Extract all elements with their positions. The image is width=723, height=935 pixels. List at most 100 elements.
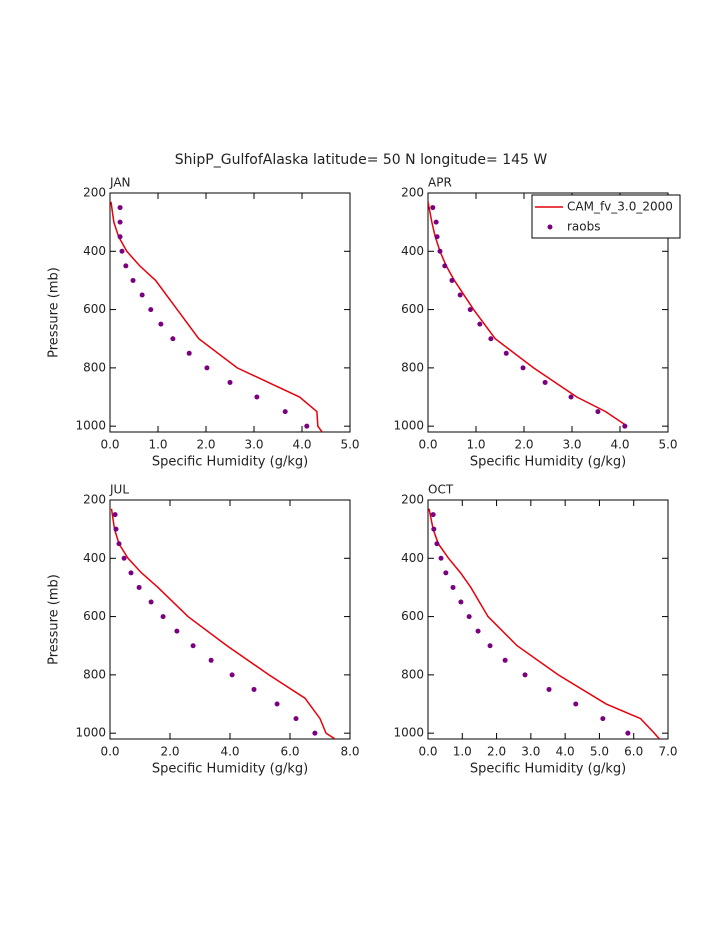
obs-point bbox=[227, 379, 233, 385]
x-tick-label: 3.0 bbox=[562, 438, 581, 452]
x-tick-label: 1.0 bbox=[453, 745, 472, 759]
obs-point bbox=[443, 570, 449, 576]
obs-point bbox=[433, 219, 439, 225]
obs-point bbox=[520, 365, 526, 371]
obs-point bbox=[573, 701, 579, 707]
x-tick-label: 4.0 bbox=[556, 745, 575, 759]
x-tick-label: 1.0 bbox=[466, 438, 485, 452]
obs-point bbox=[546, 686, 552, 692]
obs-point bbox=[600, 716, 606, 722]
obs-point bbox=[148, 599, 154, 605]
obs-point bbox=[449, 277, 455, 283]
obs-point bbox=[522, 672, 528, 678]
x-tick-label: 5.0 bbox=[658, 438, 677, 452]
y-tick-label: 600 bbox=[401, 609, 424, 623]
obs-point bbox=[488, 336, 494, 342]
obs-point bbox=[304, 423, 310, 429]
obs-point bbox=[186, 350, 192, 356]
y-tick-label: 600 bbox=[83, 609, 106, 623]
obs-point bbox=[430, 205, 436, 211]
y-tick-label: 200 bbox=[83, 493, 106, 507]
y-tick-label: 1000 bbox=[75, 726, 106, 740]
y-tick-label: 400 bbox=[401, 244, 424, 258]
y-tick-label: 400 bbox=[401, 551, 424, 565]
y-tick-label: 200 bbox=[401, 186, 424, 200]
obs-point bbox=[431, 526, 437, 532]
obs-point bbox=[477, 321, 483, 327]
y-tick-label: 600 bbox=[401, 302, 424, 316]
x-tick-label: 0.0 bbox=[418, 438, 437, 452]
obs-point bbox=[457, 292, 463, 298]
obs-point bbox=[254, 394, 260, 400]
obs-point bbox=[595, 409, 601, 415]
x-tick-label: 7.0 bbox=[658, 745, 677, 759]
plot-frame bbox=[427, 499, 669, 740]
obs-point bbox=[130, 277, 136, 283]
obs-point bbox=[625, 730, 631, 736]
y-tick-label: 1000 bbox=[393, 419, 424, 433]
panel: OCT 200 400 600 800 1000 0.0 1.0 2.0 3.0 4.0 5.0 6.0… bbox=[393, 483, 677, 777]
model-line bbox=[428, 201, 628, 427]
model-line bbox=[110, 201, 323, 432]
obs-point bbox=[312, 730, 318, 736]
obs-point bbox=[502, 657, 508, 663]
panel-label: OCT bbox=[428, 483, 454, 497]
obs-point bbox=[204, 365, 210, 371]
y-tick-label: 400 bbox=[83, 551, 106, 565]
y-tick-label: 800 bbox=[401, 667, 424, 681]
x-axis-title: Specific Humidity (g/kg) bbox=[470, 762, 626, 777]
plot-area bbox=[428, 201, 628, 429]
legend-box bbox=[531, 194, 681, 239]
y-axis-title: Pressure (mb) bbox=[47, 574, 62, 665]
x-tick-label: 2.0 bbox=[196, 438, 215, 452]
x-tick-label: 4.0 bbox=[220, 745, 239, 759]
plot-frame bbox=[427, 192, 669, 433]
x-tick-label: 2.0 bbox=[160, 745, 179, 759]
obs-point bbox=[112, 512, 118, 518]
y-tick-label: 800 bbox=[401, 360, 424, 374]
obs-point bbox=[174, 628, 180, 634]
y-tick-label: 200 bbox=[83, 186, 106, 200]
x-tick-label: 6.0 bbox=[624, 745, 643, 759]
obs-point bbox=[123, 263, 129, 269]
x-tick-label: 6.0 bbox=[280, 745, 299, 759]
legend-swatch bbox=[547, 224, 553, 230]
model-line bbox=[428, 508, 660, 739]
obs-point bbox=[158, 321, 164, 327]
x-tick-label: 5.0 bbox=[590, 745, 609, 759]
y-tick-label: 400 bbox=[83, 244, 106, 258]
legend-label: CAM_fv_3.0_2000 bbox=[567, 200, 673, 214]
obs-point bbox=[139, 292, 145, 298]
obs-point bbox=[434, 541, 440, 547]
obs-point bbox=[503, 350, 509, 356]
plot-frame bbox=[109, 499, 351, 740]
y-tick-label: 600 bbox=[83, 302, 106, 316]
panel-label: JAN bbox=[109, 176, 131, 190]
obs-point bbox=[293, 716, 299, 722]
obs-point bbox=[160, 614, 166, 620]
y-tick-label: 1000 bbox=[75, 419, 106, 433]
y-tick-label: 1000 bbox=[393, 726, 424, 740]
panel: APR 200 400 600 800 1000 0.0 1.0 2.0 3.0 4.0 5.0 Spe… bbox=[393, 176, 677, 470]
x-tick-label: 8.0 bbox=[340, 745, 359, 759]
x-axis-title: Specific Humidity (g/kg) bbox=[152, 455, 308, 470]
y-tick-label: 200 bbox=[401, 493, 424, 507]
obs-point bbox=[251, 686, 257, 692]
obs-point bbox=[190, 643, 196, 649]
plot-frame bbox=[109, 192, 351, 433]
obs-point bbox=[117, 205, 123, 211]
obs-point bbox=[170, 336, 176, 342]
x-axis-title: Specific Humidity (g/kg) bbox=[470, 455, 626, 470]
obs-point bbox=[542, 379, 548, 385]
panel-label: APR bbox=[428, 176, 452, 190]
obs-point bbox=[466, 614, 472, 620]
model-line bbox=[110, 508, 336, 739]
obs-point bbox=[136, 584, 142, 590]
x-tick-label: 3.0 bbox=[244, 438, 263, 452]
obs-point bbox=[208, 657, 214, 663]
obs-point bbox=[438, 555, 444, 561]
